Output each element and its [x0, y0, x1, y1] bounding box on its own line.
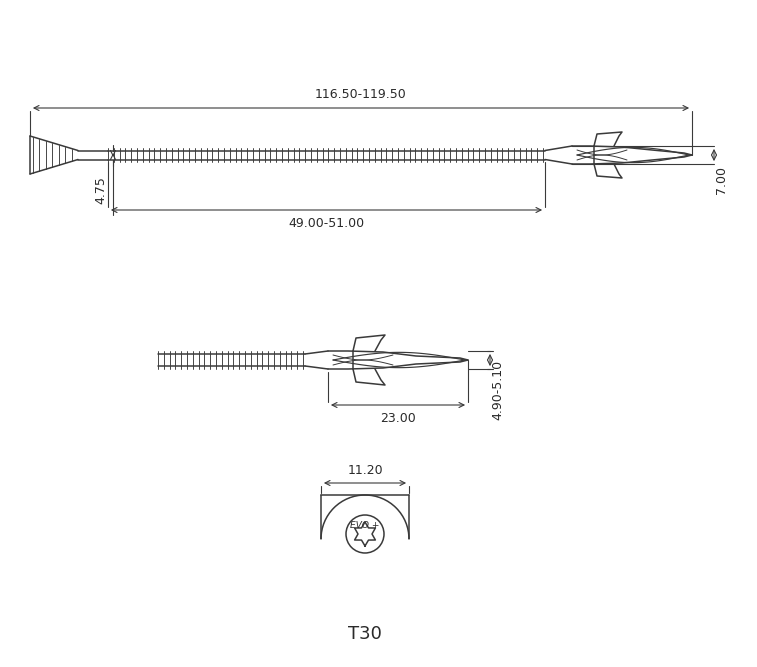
Text: 4.90-5.10: 4.90-5.10 [491, 360, 504, 420]
Text: 4.75: 4.75 [95, 176, 107, 204]
Text: 116.50-119.50: 116.50-119.50 [315, 88, 407, 101]
Text: 23.00: 23.00 [380, 412, 416, 425]
Text: T30: T30 [348, 625, 382, 643]
Text: 49.00-51.00: 49.00-51.00 [288, 217, 365, 230]
Text: 7.00: 7.00 [715, 166, 728, 194]
Text: EVO +: EVO + [350, 521, 380, 530]
Text: 11.20: 11.20 [347, 464, 383, 477]
